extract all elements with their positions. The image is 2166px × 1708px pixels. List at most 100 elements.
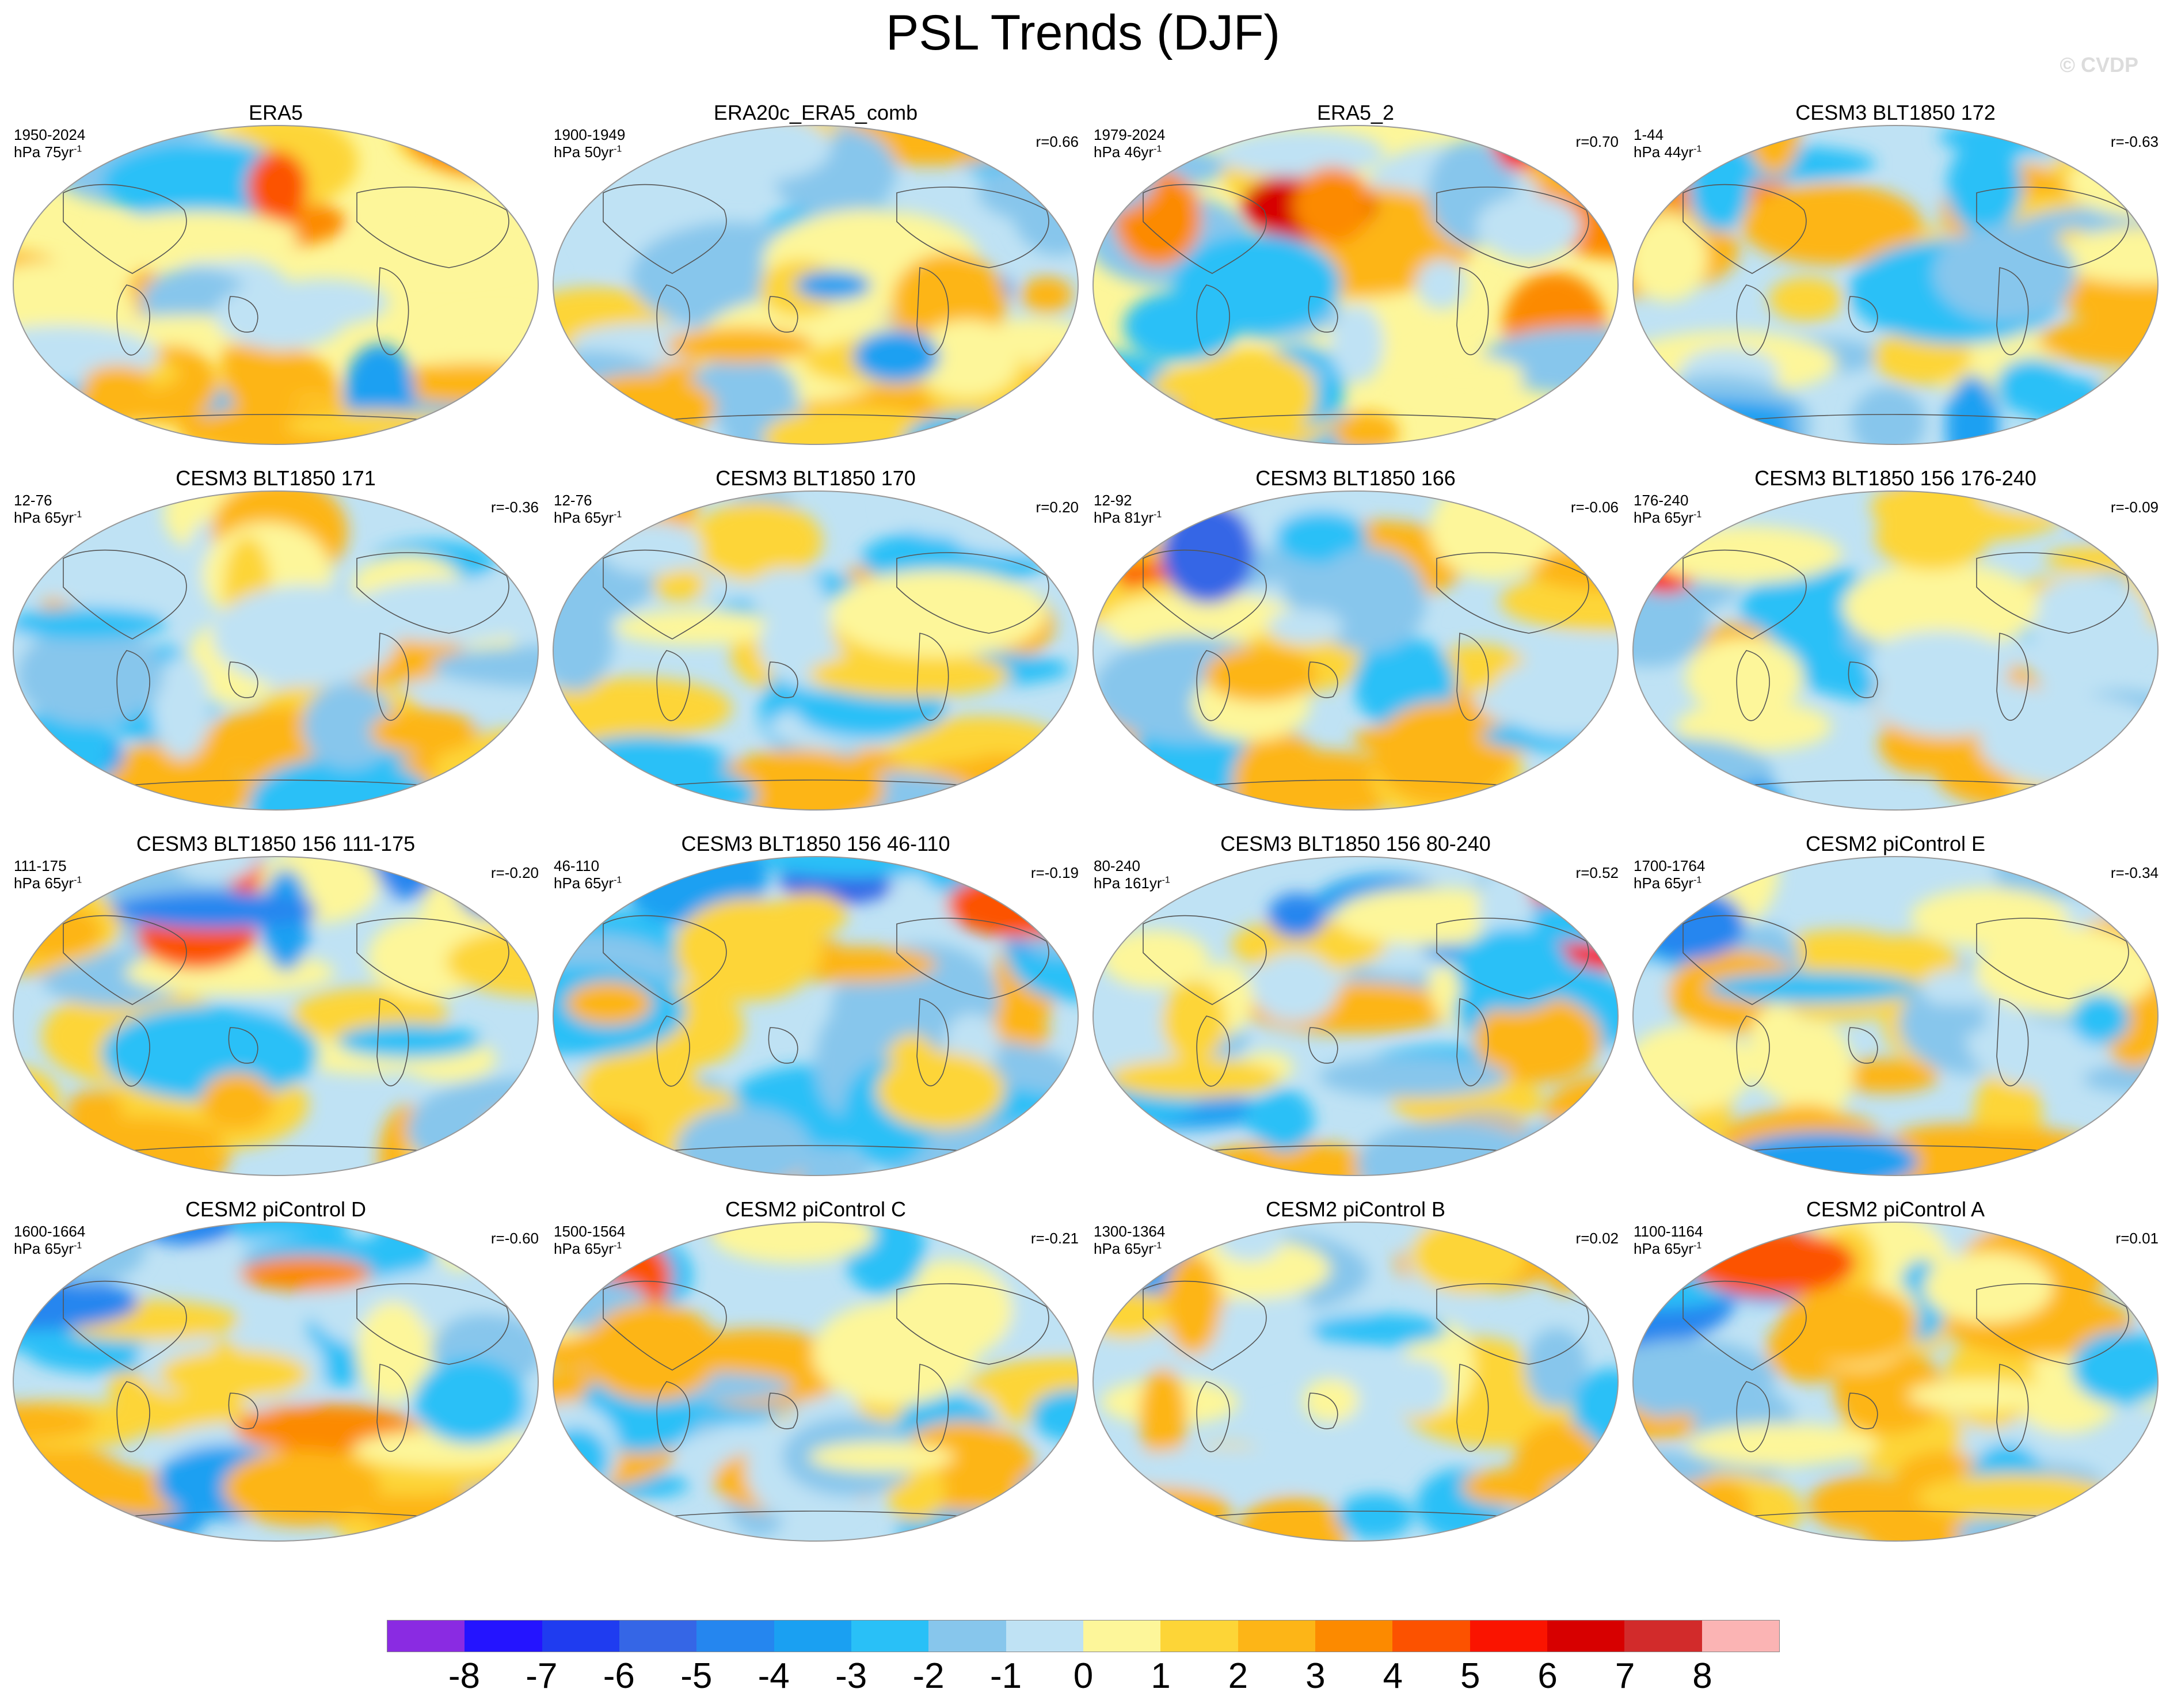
coastline-path bbox=[1736, 1015, 1770, 1087]
trend-contour bbox=[1558, 491, 1618, 555]
trend-contour bbox=[1102, 1239, 1154, 1282]
coastline-path bbox=[637, 1145, 1001, 1155]
trend-contour bbox=[1833, 1348, 1946, 1434]
panel-correlation: r=-0.19 bbox=[1030, 864, 1079, 881]
panel-years: 111-175 bbox=[14, 857, 67, 874]
panel-correlation: r=-0.60 bbox=[490, 1230, 539, 1247]
coastline-path bbox=[97, 414, 461, 424]
trend-contour bbox=[1748, 1003, 1811, 1097]
coastline-path bbox=[116, 1015, 150, 1087]
coastline-path bbox=[1436, 1283, 1589, 1365]
trend-contour bbox=[66, 1090, 123, 1127]
coastlines bbox=[1143, 915, 1589, 1155]
trend-contour bbox=[97, 211, 298, 262]
colorbar-swatch bbox=[1547, 1620, 1625, 1652]
trend-contour bbox=[356, 1301, 429, 1402]
trend-contour bbox=[439, 407, 538, 444]
colorbar-swatch bbox=[851, 1620, 929, 1652]
trend-contour bbox=[1726, 1132, 1918, 1176]
coastline-path bbox=[376, 1364, 409, 1452]
trend-contour bbox=[809, 1441, 955, 1472]
colorbar-tick-label: -6 bbox=[603, 1656, 635, 1696]
panel-units: hPa 81yr-1 bbox=[1094, 509, 1162, 526]
panel-years: 80-240 bbox=[1094, 857, 1140, 874]
map-border bbox=[1632, 1222, 2159, 1542]
colorbar-tick-label: 2 bbox=[1228, 1656, 1248, 1696]
trend-contour bbox=[915, 319, 1020, 398]
map-plot bbox=[13, 1222, 539, 1542]
panel-correlation: r=-0.63 bbox=[2110, 133, 2159, 150]
coastlines bbox=[603, 184, 1049, 424]
trend-contour bbox=[711, 1222, 875, 1263]
trend-contour bbox=[1455, 927, 1571, 1011]
panel-correlation: r=0.02 bbox=[1575, 1230, 1619, 1247]
trend-contour bbox=[1947, 139, 2023, 233]
trend-contour bbox=[153, 655, 211, 759]
coastline-path bbox=[1177, 1145, 1541, 1155]
trend-contour bbox=[200, 1072, 275, 1131]
trend-contour bbox=[215, 282, 349, 350]
trend-contour bbox=[1807, 1475, 1920, 1534]
trend-contour bbox=[1688, 1424, 1878, 1467]
coastline-path bbox=[228, 661, 258, 698]
map-panel: CESM2 piControl C 1500-1564 hPa 65yr-1 r=-0… bbox=[546, 1197, 1086, 1564]
coastlines bbox=[1143, 1280, 1589, 1520]
trend-contour bbox=[1499, 570, 1618, 632]
trend-contour bbox=[158, 1349, 309, 1399]
trend-contour bbox=[1842, 562, 2039, 652]
trend-contour bbox=[1688, 1230, 1856, 1296]
trend-contour bbox=[553, 772, 615, 807]
trend-contour bbox=[370, 709, 477, 755]
trend-contour bbox=[1164, 1253, 1221, 1355]
coastline-path bbox=[916, 998, 949, 1086]
panel-years: 1950-2024 bbox=[14, 126, 86, 143]
trend-contour bbox=[1173, 234, 1341, 334]
panel-correlation: r=0.01 bbox=[2115, 1230, 2159, 1247]
map-border bbox=[13, 1222, 539, 1542]
map-panel: CESM3 BLT1850 170 12-76 hPa 65yr-1 r=0.20 bbox=[546, 466, 1086, 832]
trend-contour bbox=[440, 1508, 538, 1541]
map-border bbox=[1092, 125, 1619, 445]
colorbar-tick-label: -7 bbox=[526, 1656, 558, 1696]
panel-title: ERA5 bbox=[248, 101, 303, 124]
panel-title: CESM2 piControl C bbox=[725, 1197, 907, 1221]
panel-units: hPa 65yr-1 bbox=[1634, 874, 1702, 892]
coastline-path bbox=[1736, 284, 1770, 356]
trend-contour bbox=[692, 501, 823, 581]
coastline-path bbox=[228, 296, 258, 333]
trend-contour bbox=[578, 1502, 661, 1541]
map-panel: CESM2 piControl B 1300-1364 hPa 65yr-1 r=0.… bbox=[1086, 1197, 1626, 1564]
trend-contour bbox=[431, 646, 538, 687]
figure-title: PSL Trends (DJF) bbox=[886, 5, 1280, 60]
map-border bbox=[1632, 490, 2159, 811]
map-panel: CESM2 piControl E 1700-1764 hPa 65yr-1 r=-0… bbox=[1626, 832, 2165, 1198]
coastlines bbox=[63, 184, 509, 424]
trend-contour bbox=[353, 1429, 538, 1469]
map-plot bbox=[13, 490, 539, 811]
coastline-path bbox=[656, 284, 690, 356]
panel-title: CESM3 BLT1850 166 bbox=[1255, 466, 1456, 490]
trend-contour bbox=[1093, 403, 1145, 444]
trend-contour bbox=[1021, 276, 1073, 313]
trend-contour bbox=[1768, 276, 1844, 322]
panel-title: CESM3 BLT1850 170 bbox=[715, 466, 916, 490]
trend-contour bbox=[1741, 184, 1922, 265]
trend-contour bbox=[2052, 228, 2158, 284]
panel-title: CESM3 BLT1850 156 80-240 bbox=[1220, 832, 1491, 855]
trend-contour bbox=[1093, 491, 1147, 513]
colorbar-tick-label: 5 bbox=[1460, 1656, 1480, 1696]
trend-contour bbox=[653, 568, 706, 602]
trend-contour bbox=[1649, 526, 1842, 584]
trend-contour bbox=[1337, 1493, 1414, 1540]
coastline-path bbox=[1456, 998, 1489, 1086]
coastline-path bbox=[116, 284, 150, 356]
coastlines bbox=[603, 915, 1049, 1155]
coastline-path bbox=[116, 650, 150, 721]
coastline-path bbox=[896, 552, 1049, 634]
coastline-path bbox=[896, 918, 1049, 999]
panel-title: CESM2 piControl A bbox=[1806, 1197, 1985, 1221]
panel-units: hPa 65yr-1 bbox=[554, 509, 622, 526]
map-border bbox=[13, 856, 539, 1176]
map-border bbox=[1632, 856, 2159, 1176]
colorbar-tick-label: -5 bbox=[680, 1656, 713, 1696]
